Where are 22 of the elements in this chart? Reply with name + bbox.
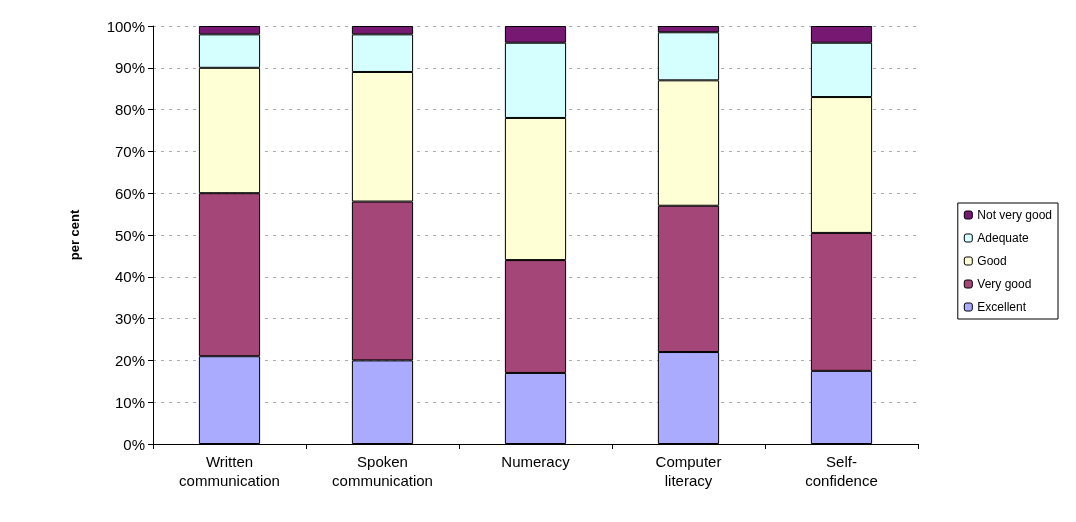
y-tick-label: 0% [123,435,145,453]
x-tick-label: Spoken communication [332,453,433,489]
y-tick-label: 80% [114,101,145,119]
legend-label: Good [977,254,1007,268]
legend-label: Not very good [977,208,1053,222]
x-tick-label: Written communication [179,453,280,489]
y-tick-label: 30% [114,310,145,328]
y-tick-label: 100% [106,17,145,35]
x-tick-label: Self- confidence [805,453,878,489]
x-tick-label: Numeracy [501,453,571,470]
y-tick-label: 60% [114,184,145,202]
y-tick-label: 70% [114,142,145,160]
legend-label: Excellent [977,300,1027,314]
y-tick-label: 40% [114,268,145,286]
y-tick-label: 50% [114,226,145,244]
x-tick-label: Computer literacy [655,453,722,489]
legend-label: Very good [977,277,1032,291]
y-axis-title: per cent [67,209,82,261]
y-tick-label: 10% [114,393,145,411]
legend-label: Adequate [977,231,1029,245]
y-tick-label: 90% [114,59,145,77]
y-tick-label: 20% [114,351,145,369]
